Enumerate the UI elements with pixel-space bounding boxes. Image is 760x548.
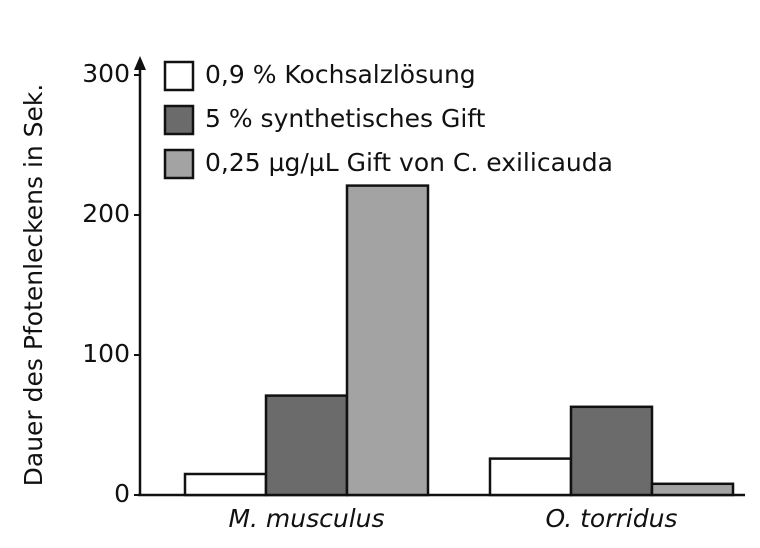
bar	[345, 184, 430, 497]
bar	[569, 405, 654, 497]
x-tick-label: O. torridus	[546, 504, 678, 533]
x-tick-label: M. musculus	[228, 504, 384, 533]
legend-label: 5 % synthetisches Gift	[205, 104, 486, 133]
legend-swatch	[163, 104, 195, 136]
legend-swatch	[163, 60, 195, 92]
bar	[488, 457, 573, 497]
y-axis-arrow	[134, 56, 146, 70]
legend-swatch	[163, 148, 195, 180]
y-axis-label: Dauer des Pfotenleckens in Sek.	[19, 84, 48, 487]
legend-label: 0,9 % Kochsalzlösung	[205, 60, 476, 89]
legend-label: 0,25 µg/µL Gift von C. exilicauda	[205, 148, 613, 177]
bar	[264, 394, 349, 497]
bar	[183, 472, 268, 497]
y-tick-label: 0	[114, 479, 130, 508]
y-tick-label: 100	[82, 339, 130, 368]
y-tick-label: 200	[82, 199, 130, 228]
y-tick-label: 300	[82, 59, 130, 88]
bar	[650, 482, 735, 497]
